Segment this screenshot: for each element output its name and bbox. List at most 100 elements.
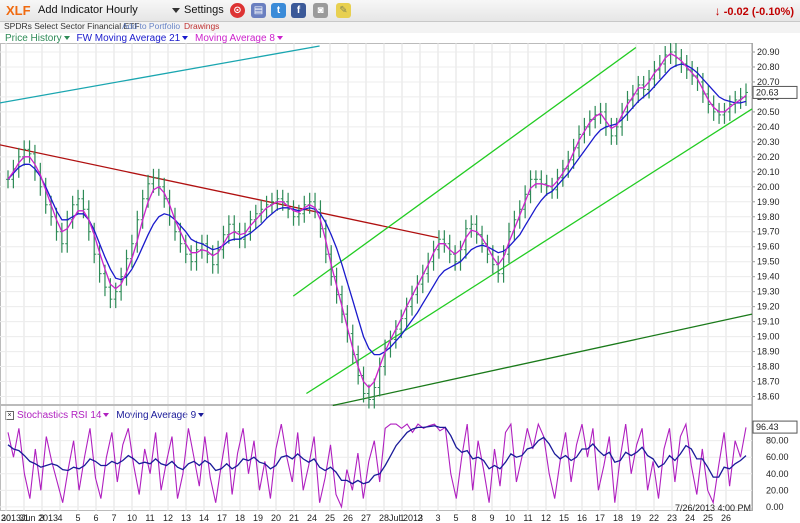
x-tick-label: 12	[541, 513, 551, 523]
toolbar: XLF Add Indicator Hourly Settings ⊙ ▤ t …	[0, 0, 800, 22]
x-tick-label: 10	[127, 513, 137, 523]
stoch-ma-line	[7, 425, 747, 485]
y-tick-label: 18.90	[757, 347, 780, 357]
add-indicator-button[interactable]: Add Indicator	[38, 4, 103, 16]
series-line-ma-8	[7, 52, 747, 389]
y-tick-label: 20.90	[757, 47, 780, 57]
legend-stoch-rsi[interactable]: Stochastics RSI 14	[17, 410, 102, 421]
y-tick-label: 18.70	[757, 377, 780, 387]
alert-icon[interactable]: ⊙	[230, 3, 245, 18]
x-tick-label: 9	[489, 513, 494, 523]
x-tick-label: 24	[307, 513, 317, 523]
camera-icon[interactable]: ◙	[313, 3, 328, 18]
chevron-down-icon[interactable]	[276, 36, 283, 41]
y-tick-label: 19.30	[757, 287, 780, 297]
x-tick-label: 18	[613, 513, 623, 523]
chevron-down-icon[interactable]	[198, 413, 205, 418]
drawings-link[interactable]: Drawings	[184, 21, 220, 31]
price-legend: Price History FW Moving Average 21 Movin…	[5, 33, 287, 44]
twitter-icon[interactable]: t	[271, 3, 286, 18]
price-bars	[6, 43, 748, 409]
add-to-portfolio-link[interactable]: Add to Portfolio	[122, 21, 181, 31]
series-line-fw-ma-21	[7, 63, 747, 356]
chevron-down-icon	[171, 7, 180, 13]
x-tick-label: 10	[505, 513, 515, 523]
legend-ma8[interactable]: Moving Average 8	[195, 33, 275, 44]
x-tick-label: 18	[235, 513, 245, 523]
x-tick-label: 15	[559, 513, 569, 523]
subbar: SPDRs Select Sector Financial ETF Add to…	[0, 21, 800, 33]
y-tick-label: 18.60	[757, 392, 780, 402]
y-tick-label: 19.50	[757, 257, 780, 267]
x-tick-label: 24	[685, 513, 695, 523]
y-tick-label: 20.40	[757, 122, 780, 132]
stoch-last-box	[752, 420, 798, 434]
x-tick-label: 31	[19, 513, 29, 523]
y-tick-label: 19.70	[757, 227, 780, 237]
documents-icon[interactable]: ▤	[251, 3, 266, 18]
legend-ma9[interactable]: Moving Average 9	[116, 410, 197, 421]
y-tick-label: 20.00	[757, 182, 780, 192]
y-tick-label: 20.20	[757, 152, 780, 162]
x-tick-label: 17	[217, 513, 227, 523]
legend-price-history[interactable]: Price History	[5, 33, 62, 44]
settings-button[interactable]: Settings	[184, 4, 224, 16]
x-tick-label: 7	[111, 513, 116, 523]
y-tick-label: 19.40	[757, 272, 780, 282]
y-tick-label: 19.80	[757, 212, 780, 222]
stoch-legend: × Stochastics RSI 14 Moving Average 9	[5, 410, 208, 421]
x-tick-label: 27	[361, 513, 371, 523]
settings-label: Settings	[184, 4, 224, 16]
price-last-box	[752, 85, 798, 99]
legend-fw-ma[interactable]: FW Moving Average 21	[76, 33, 181, 44]
x-tick-label: 5	[75, 513, 80, 523]
y-tick-label: 20.30	[757, 137, 780, 147]
axes: 30 31 3 4 5 6 7 10 11 12 13 14 17 18 19 20 21 24 25 26 27 28 1…	[1, 47, 798, 523]
trendline-channel-upper	[292, 46, 637, 297]
x-tick-label: 22	[649, 513, 659, 523]
x-tick-label: 30	[1, 513, 11, 523]
security-name: SPDRs Select Sector Financial ETF	[4, 21, 140, 31]
arrow-down-icon: ↓	[714, 4, 721, 18]
x-month-label: 2013Jun 2013	[1, 513, 58, 523]
trendline-red	[0, 144, 439, 239]
stoch-tick-label: 80.00	[766, 436, 789, 446]
x-tick-label: 25	[703, 513, 713, 523]
x-tick-label: 2	[417, 513, 422, 523]
x-tick-label: 20	[271, 513, 281, 523]
y-tick-label: 20.80	[757, 62, 780, 72]
symbol-label[interactable]: XLF	[6, 3, 31, 18]
y-tick-label: 20.10	[757, 167, 780, 177]
trendline-channel-lower	[306, 108, 753, 395]
x-tick-label: 26	[721, 513, 731, 523]
y-tick-label: 20.70	[757, 77, 780, 87]
chevron-down-icon[interactable]	[63, 36, 70, 41]
x-tick-label: 6	[93, 513, 98, 523]
note-icon[interactable]: ✎	[336, 3, 351, 18]
y-tick-label: 19.10	[757, 317, 780, 327]
trendline-dark-green	[332, 313, 753, 407]
trendline-cyan	[0, 45, 320, 104]
x-tick-label: 11	[523, 513, 532, 523]
add-indicator-label: Add Indicator	[38, 4, 103, 16]
x-tick-label: 21	[289, 513, 299, 523]
y-tick-label: 19.20	[757, 302, 780, 312]
timestamp-label: 7/26/2013 4:00 PM	[675, 503, 751, 513]
stoch-tick-label: 0.00	[766, 502, 784, 512]
y-tick-label: 18.80	[757, 362, 780, 372]
stoch-pane	[0, 422, 752, 509]
facebook-icon[interactable]: f	[291, 3, 306, 18]
y-tick-label: 20.50	[757, 107, 780, 117]
x-tick-label: 14	[199, 513, 209, 523]
stoch-tick-label: 60.00	[766, 452, 789, 462]
price-last-value: 20.63	[756, 87, 779, 97]
chevron-down-icon[interactable]	[103, 413, 110, 418]
interval-label: Hourly	[106, 4, 138, 16]
y-tick-label: 19.60	[757, 242, 780, 252]
chevron-down-icon[interactable]	[182, 36, 189, 41]
x-tick-label: 19	[631, 513, 641, 523]
x-tick-label: 17	[595, 513, 605, 523]
stoch-tick-label: 40.00	[766, 469, 789, 479]
interval-dropdown[interactable]: Hourly	[106, 4, 180, 16]
